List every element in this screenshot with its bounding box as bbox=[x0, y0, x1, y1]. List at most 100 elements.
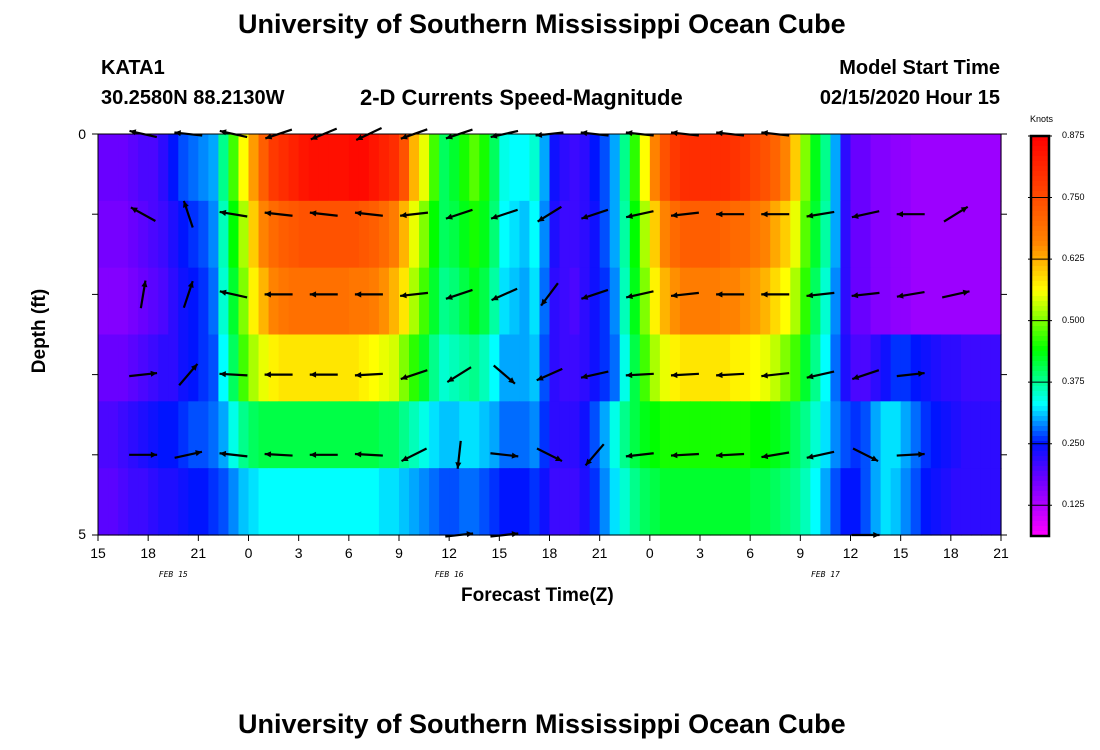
heat-cell bbox=[730, 468, 741, 536]
heat-cell bbox=[178, 134, 189, 202]
heat-cell bbox=[519, 334, 531, 402]
heat-cell bbox=[98, 267, 109, 336]
heat-cell bbox=[609, 267, 621, 336]
heat-cell bbox=[459, 200, 470, 269]
heat-cell bbox=[228, 200, 240, 269]
chart-subtitle: 2-D Currents Speed-Magnitude bbox=[360, 85, 683, 110]
heat-cell bbox=[469, 134, 480, 202]
heat-cell bbox=[890, 267, 902, 336]
colorbar-segment bbox=[1031, 476, 1049, 482]
current-arrow bbox=[584, 443, 605, 467]
heat-cell bbox=[780, 401, 791, 469]
heat-cell bbox=[619, 200, 631, 269]
heat-cell bbox=[108, 334, 119, 402]
heat-cell bbox=[559, 267, 571, 336]
heat-cell bbox=[599, 267, 611, 336]
colorbar-tick-label: 0.375 bbox=[1062, 376, 1085, 387]
colorbar-segment bbox=[1031, 446, 1049, 452]
current-arrow bbox=[130, 206, 156, 222]
heat-cell bbox=[449, 468, 460, 536]
colorbar-segment bbox=[1031, 391, 1049, 397]
current-arrow bbox=[943, 205, 969, 223]
heat-cell bbox=[168, 134, 179, 202]
heat-cell bbox=[288, 401, 300, 469]
heat-cell bbox=[639, 200, 651, 269]
heat-cell bbox=[629, 200, 641, 269]
heat-cell bbox=[469, 267, 480, 336]
current-arrow bbox=[445, 288, 473, 300]
colorbar-tick-label: 0.875 bbox=[1062, 130, 1085, 140]
current-arrow bbox=[182, 200, 194, 228]
heat-cell bbox=[930, 200, 942, 269]
current-arrow bbox=[625, 452, 654, 459]
heat-cell bbox=[108, 134, 119, 202]
current-arrow bbox=[670, 371, 699, 379]
heat-cell bbox=[700, 134, 711, 202]
heat-cell bbox=[429, 334, 440, 402]
current-arrow bbox=[354, 371, 383, 379]
date-label: FEB 17 bbox=[810, 570, 840, 579]
heat-cell bbox=[980, 468, 992, 536]
heat-cell bbox=[409, 468, 420, 536]
heat-cell bbox=[750, 401, 761, 469]
heat-cell bbox=[910, 468, 922, 536]
heat-cell bbox=[740, 200, 751, 269]
current-arrow bbox=[761, 451, 790, 460]
heat-cell bbox=[579, 267, 591, 336]
heat-cell bbox=[338, 134, 350, 202]
colorbar-segment bbox=[1031, 241, 1049, 247]
heat-cell bbox=[569, 267, 581, 336]
heat-cell bbox=[228, 468, 240, 536]
heat-cell bbox=[98, 334, 109, 402]
heat-cell bbox=[599, 401, 611, 469]
current-arrow bbox=[670, 452, 699, 459]
heat-cell bbox=[910, 200, 922, 269]
heat-cell bbox=[589, 200, 601, 269]
colorbar-segment bbox=[1031, 316, 1049, 322]
heat-cell bbox=[348, 468, 360, 536]
heat-cell bbox=[208, 134, 219, 202]
heat-cell bbox=[970, 200, 982, 269]
heat-cell bbox=[439, 267, 450, 336]
heat-cell bbox=[338, 401, 350, 469]
heat-cell bbox=[298, 401, 310, 469]
heat-cell bbox=[238, 134, 250, 202]
heat-cell bbox=[118, 134, 129, 202]
heat-cell bbox=[298, 200, 310, 269]
heat-cell bbox=[860, 468, 872, 536]
heat-cell bbox=[429, 134, 440, 202]
heat-cell bbox=[318, 468, 330, 536]
heat-cell bbox=[950, 134, 962, 202]
heat-cell bbox=[790, 134, 801, 202]
heat-cell bbox=[98, 401, 109, 469]
colorbar-segment bbox=[1031, 486, 1049, 492]
heat-cell bbox=[780, 134, 791, 202]
heat-cell bbox=[770, 200, 781, 269]
heat-cell bbox=[409, 200, 420, 269]
heat-cell bbox=[549, 468, 561, 536]
heat-cell bbox=[569, 468, 581, 536]
heat-cell bbox=[148, 267, 159, 336]
heat-cell bbox=[609, 334, 621, 402]
colorbar-segment bbox=[1031, 146, 1049, 152]
heat-cell bbox=[659, 200, 671, 269]
colorbar bbox=[1028, 134, 1052, 538]
colorbar-segment bbox=[1031, 211, 1049, 217]
heat-cell bbox=[940, 468, 952, 536]
heat-cell bbox=[519, 267, 531, 336]
heat-cell bbox=[148, 468, 159, 536]
heat-cell bbox=[629, 334, 641, 402]
heat-cell bbox=[720, 134, 731, 202]
colorbar-segment bbox=[1031, 226, 1049, 232]
heat-cell bbox=[499, 134, 510, 202]
colorbar-segment bbox=[1031, 491, 1049, 497]
heat-cell bbox=[679, 200, 691, 269]
heat-cell bbox=[810, 468, 821, 536]
heat-cell bbox=[840, 134, 852, 202]
heat-cell bbox=[940, 334, 952, 402]
heat-cell bbox=[368, 334, 380, 402]
heat-cell bbox=[679, 267, 691, 336]
heat-cell bbox=[790, 267, 801, 336]
heat-cell bbox=[870, 134, 882, 202]
heat-cell bbox=[850, 468, 862, 536]
